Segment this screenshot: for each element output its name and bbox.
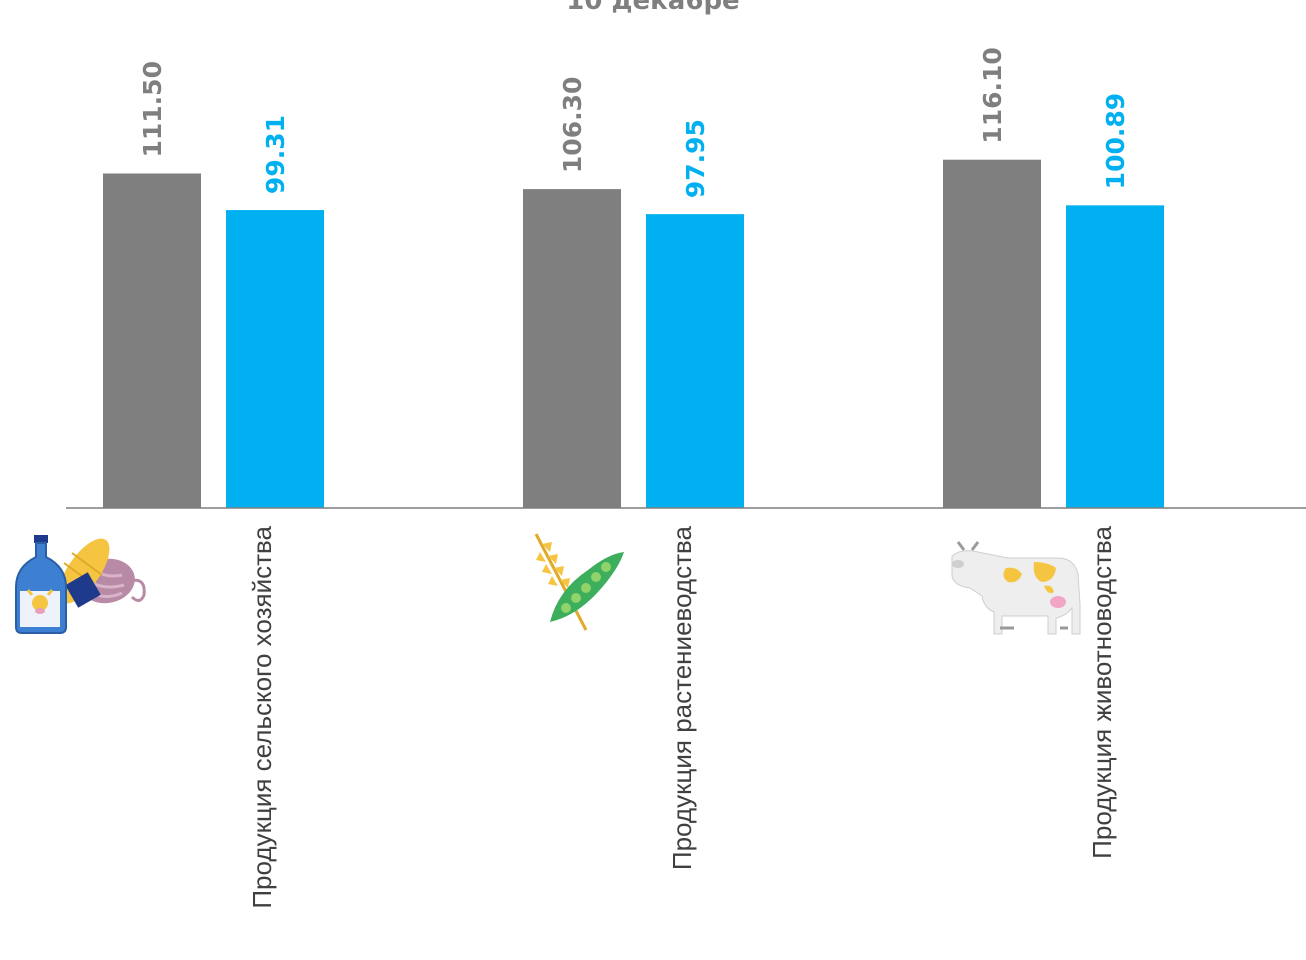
data-label-series-b-3: 100.89 xyxy=(1101,93,1130,189)
chart-title: 10 дека6ре xyxy=(566,0,740,16)
data-label-series-b-2: 97.95 xyxy=(681,119,710,198)
labels-layer: 111.50 99.31 Продукция сельского хозяйства… xyxy=(138,47,1130,908)
bar-series-a-1 xyxy=(103,173,201,508)
category-label-3: Продукция животноводства xyxy=(1087,525,1117,858)
dairy-goods-icon xyxy=(15,535,146,634)
bar-series-a-3 xyxy=(943,159,1041,508)
bar-series-a-2 xyxy=(523,189,621,508)
bar-series-b-3 xyxy=(1066,205,1164,508)
data-label-series-a-2: 106.30 xyxy=(558,77,587,173)
category-label-2: Продукция растениеводства xyxy=(667,525,697,870)
data-label-series-a-1: 111.50 xyxy=(138,61,167,157)
data-label-series-b-1: 99.31 xyxy=(261,115,290,194)
bars-layer xyxy=(103,159,1164,508)
category-label-1: Продукция сельского хозяйства xyxy=(247,525,277,908)
data-label-series-a-3: 116.10 xyxy=(978,47,1007,143)
bar-series-b-1 xyxy=(226,210,324,508)
cow-icon xyxy=(951,541,1081,635)
bar-series-b-2 xyxy=(646,214,744,508)
wheat-pea-icon xyxy=(534,533,624,631)
